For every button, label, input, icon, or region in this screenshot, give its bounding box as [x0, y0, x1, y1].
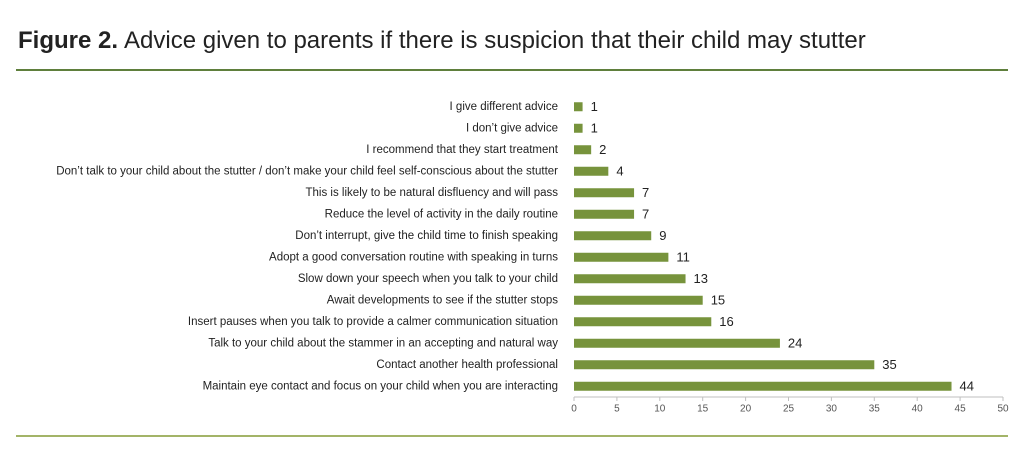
x-tick-label: 15 [697, 404, 709, 415]
x-tick-label: 25 [783, 404, 795, 415]
value-label: 7 [642, 207, 649, 222]
category-label: I recommend that they start treatment [366, 144, 559, 156]
value-label: 1 [591, 121, 598, 136]
value-label: 7 [642, 185, 649, 200]
bar [574, 295, 703, 305]
category-label: Maintain eye contact and focus on your c… [203, 380, 558, 392]
category-label: Don’t talk to your child about the stutt… [56, 165, 558, 177]
category-label: Await developments to see if the stutter… [327, 294, 558, 306]
category-label: Adopt a good conversation routine with s… [269, 251, 558, 263]
value-label: 1 [591, 99, 598, 114]
category-label: I don’t give advice [466, 122, 558, 134]
value-label: 11 [676, 250, 690, 265]
value-label: 9 [659, 228, 666, 243]
title-text: Advice given to parents if there is susp… [124, 27, 866, 54]
value-label: 44 [960, 379, 974, 394]
category-label: Reduce the level of activity in the dail… [325, 208, 558, 220]
value-label: 13 [694, 271, 708, 286]
bar [574, 166, 609, 176]
category-label: Contact another health professional [376, 359, 558, 371]
bar [574, 231, 652, 241]
bar [574, 274, 686, 284]
x-tick-label: 5 [614, 404, 620, 415]
bar [574, 381, 952, 391]
bar [574, 338, 780, 348]
bar [574, 188, 635, 198]
x-tick-label: 40 [912, 404, 924, 415]
value-label: 15 [711, 293, 725, 308]
figure-label: Figure 2. [18, 27, 118, 54]
value-label: 2 [599, 142, 606, 157]
category-label: This is likely to be natural disfluency … [306, 187, 559, 199]
x-tick-label: 45 [955, 404, 967, 415]
x-tick-label: 30 [826, 404, 838, 415]
x-tick-label: 0 [571, 404, 577, 415]
bar [574, 209, 635, 219]
bar [574, 360, 875, 370]
bar [574, 145, 592, 155]
category-label: Insert pauses when you talk to provide a… [188, 316, 558, 328]
category-label: I give different advice [450, 101, 558, 113]
category-label: Don’t interrupt, give the child time to … [295, 230, 558, 242]
value-label: 16 [719, 314, 733, 329]
value-label: 24 [788, 336, 802, 351]
x-tick-label: 50 [997, 404, 1009, 415]
bar [574, 123, 583, 133]
bar [574, 102, 583, 112]
value-label: 4 [616, 164, 623, 179]
x-tick-label: 10 [654, 404, 666, 415]
x-tick-label: 20 [740, 404, 752, 415]
bar [574, 252, 669, 262]
category-label: Talk to your child about the stammer in … [208, 337, 558, 349]
bar [574, 317, 712, 327]
x-tick-label: 35 [869, 404, 881, 415]
category-label: Slow down your speech when you talk to y… [298, 273, 558, 285]
value-label: 35 [882, 357, 896, 372]
chart-title: Figure 2. Advice given to parents if ther… [18, 27, 866, 54]
